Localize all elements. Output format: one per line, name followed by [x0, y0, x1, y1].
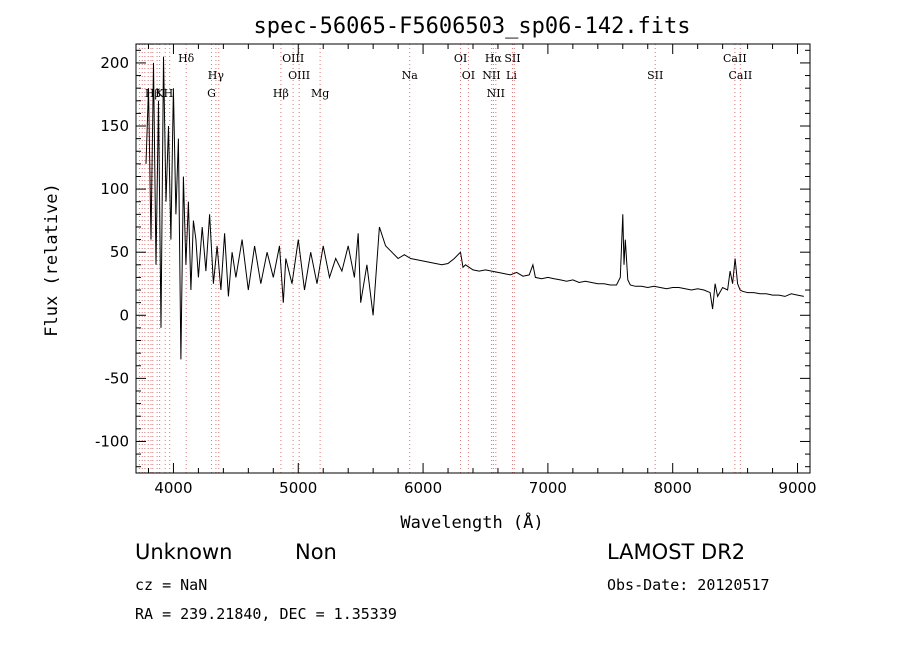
x-tick-label: 4000 [154, 479, 192, 497]
line-label: OIII [288, 69, 310, 82]
line-label: NII [482, 69, 500, 82]
spectrum-line [145, 56, 804, 360]
chart-title: spec-56065-F5606503_sp06-142.fits [253, 14, 690, 39]
line-label: Hβ [273, 87, 289, 100]
line-label: OI [462, 69, 475, 82]
line-label: OIII [282, 52, 304, 65]
x-tick-label: 8000 [654, 479, 692, 497]
line-label: Hδ [178, 52, 195, 65]
x-axis-label: Wavelength (Å) [400, 511, 543, 533]
y-tick-label: 150 [100, 117, 129, 135]
survey-name: LAMOST DR2 [607, 540, 746, 564]
spectral-line-markers [138, 44, 741, 473]
x-tick-label: 5000 [279, 479, 317, 497]
line-label: K [155, 87, 164, 100]
spectrum-series [145, 56, 804, 360]
observation-date: Obs-Date: 20120517 [607, 576, 770, 594]
coordinates-text: RA = 239.21840, DEC = 1.35339 [135, 605, 397, 623]
line-label: Mg [311, 87, 329, 100]
line-label: H [164, 87, 174, 100]
line-label: Hβ [145, 87, 161, 100]
plot-axes: 4000 5000 6000 7000 8000 9000 -100 -50 0 50 100 150… [95, 43, 817, 497]
x-tick-label: 7000 [529, 479, 567, 497]
y-tick-label: -50 [105, 369, 130, 387]
line-label: Hα [485, 52, 503, 65]
line-label: Li [506, 69, 517, 82]
y-tick-label: 50 [110, 243, 129, 261]
line-label: Hγ [208, 69, 225, 82]
y-axis-label: Flux (relative) [42, 183, 62, 337]
line-label: SII [647, 69, 663, 82]
x-tick-label: 6000 [404, 479, 442, 497]
line-label: Na [402, 69, 419, 82]
y-tick-label: 100 [100, 180, 129, 198]
line-label: SII [504, 52, 520, 65]
line-label: CaII [723, 52, 747, 65]
y-tick-label: -100 [95, 432, 129, 450]
line-label: CaII [729, 69, 753, 82]
line-label: NII [487, 87, 505, 100]
line-label: G [207, 87, 216, 100]
object-class: Non [295, 540, 337, 564]
object-name: Unknown [135, 540, 233, 564]
line-label: OI [454, 52, 467, 65]
y-tick-label: 0 [119, 306, 129, 324]
redshift-text: cz = NaN [135, 576, 208, 594]
x-tick-label: 9000 [778, 479, 816, 497]
y-tick-label: 200 [100, 54, 129, 72]
plot-frame [135, 43, 811, 474]
